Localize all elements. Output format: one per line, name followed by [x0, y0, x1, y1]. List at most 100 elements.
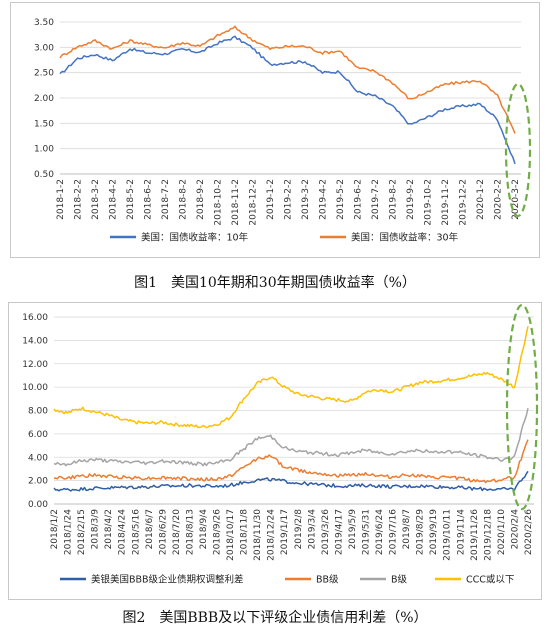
y-tick-label: 2.00 [34, 94, 54, 104]
x-tick-label: 2018/6/7 [145, 509, 155, 549]
x-tick-label: 2020-1-2 [476, 179, 486, 220]
x-tick-label: 2019/12/18 [483, 509, 493, 561]
x-tick-label: 2018/10/17 [226, 509, 236, 561]
x-tick-label: 2019/8/7 [402, 509, 412, 549]
figure-1-caption: 图1 美国10年期和30年期国债收益率（%） [134, 275, 416, 291]
x-tick-label: 2019/1/17 [280, 509, 290, 555]
y-tick-label: 4.00 [28, 453, 48, 463]
x-tick-label: 2018/2/15 [77, 509, 87, 555]
y-tick-label: 8.00 [28, 407, 48, 417]
x-tick-label: 2019-5-2 [336, 179, 346, 220]
x-tick-label: 2019/7/16 [389, 509, 399, 555]
x-tick-label: 2018-8-2 [179, 179, 189, 220]
y-tick-label: 14.00 [22, 336, 48, 346]
legend-label: 美国：国债收益率：10年 [141, 232, 249, 244]
x-tick-label: 2018/5/16 [131, 509, 141, 555]
x-tick-label: 2019/9/19 [429, 509, 439, 555]
series-line [53, 439, 529, 484]
legend-label: CCC或以下 [466, 574, 514, 586]
x-tick-label: 2019/10/11 [443, 509, 453, 561]
x-tick-label: 2019-6-2 [354, 179, 364, 220]
legend-label: 美国：国债收益率：30年 [351, 232, 459, 244]
x-tick-label: 2018-12-2 [249, 179, 259, 226]
y-tick-label: 1.00 [34, 145, 54, 155]
x-tick-label: 2019-12-2 [459, 179, 469, 226]
x-tick-label: 2018/11/8 [240, 509, 250, 555]
x-tick-label: 2020/2/4 [510, 509, 520, 550]
x-tick-label: 2019/2/8 [294, 509, 304, 550]
x-tick-label: 2019/5/31 [361, 509, 371, 555]
y-tick-label: 16.00 [22, 313, 48, 323]
y-tick-label: 2.00 [28, 477, 48, 487]
x-tick-label: 2018-4-2 [109, 179, 119, 220]
credit-spread-chart: 0.00 2.00 4.00 6.00 8.00 10.00 12.00 14.00 16.00… [22, 303, 539, 586]
series-line [59, 25, 516, 134]
x-tick-label: 2018-2-2 [74, 179, 84, 220]
x-tick-label: 2019-9-2 [406, 179, 416, 220]
x-tick-label: 2019/6/24 [375, 509, 385, 555]
x-tick-label: 2019/4/17 [334, 509, 344, 555]
y-tick-label: 12.00 [22, 360, 48, 370]
x-tick-label: 2018/4/24 [118, 509, 128, 555]
figure-2-caption: 图2 美国BBB及以下评级企业债信用利差（%） [122, 610, 428, 626]
series-line [59, 35, 516, 165]
x-tick-label: 2018/11/30 [253, 509, 263, 561]
y-tick-label: 2.50 [34, 69, 54, 79]
legend-label: BB级 [316, 574, 339, 586]
x-tick-label: 2019-11-2 [441, 179, 451, 226]
figure-1-panel: 0.50 1.00 1.50 2.00 2.50 3.00 3.50 2018-1-2 2018… [0, 0, 550, 300]
x-tick-label: 2018/7/20 [172, 509, 182, 555]
x-tick-label: 2018/9/4 [199, 509, 209, 550]
series-line [53, 326, 529, 429]
x-tick-label: 2018-11-2 [231, 179, 241, 226]
x-tick-label: 2019-8-2 [389, 179, 399, 220]
x-tick-label: 2019-1-2 [266, 179, 276, 220]
x-tick-label: 2018/12/24 [267, 509, 277, 561]
treasury-yield-chart: 0.50 1.00 1.50 2.00 2.50 3.00 3.50 2018-1-2 2018… [34, 18, 532, 244]
x-tick-label: 2020/2/26 [524, 509, 534, 555]
series-line [53, 408, 529, 467]
x-tick-label: 2018/8/13 [185, 509, 195, 555]
x-tick-label: 2018/1/24 [64, 509, 74, 555]
y-tick-label: 0.00 [28, 500, 48, 510]
x-tick-label: 2018/1/2 [50, 509, 60, 549]
x-tick-label: 2018-9-2 [196, 179, 206, 220]
x-tick-label: 2019-10-2 [424, 179, 434, 226]
x-tick-label: 2020/1/10 [497, 509, 507, 555]
figure-2-panel: 0.00 2.00 4.00 6.00 8.00 10.00 12.00 14.00 16.00… [0, 300, 550, 631]
x-tick-label: 2019/3/4 [307, 509, 317, 550]
y-tick-label: 3.50 [34, 18, 54, 28]
x-tick-label: 2020-3-2 [511, 179, 521, 220]
y-tick-label: 1.50 [34, 119, 54, 129]
y-tick-label: 6.00 [28, 430, 48, 440]
x-tick-label: 2018-3-2 [91, 179, 101, 220]
x-tick-label: 2019/11/4 [456, 509, 466, 555]
x-tick-label: 2019-4-2 [319, 179, 329, 220]
figure-2-frame [8, 302, 542, 600]
x-tick-label: 2018-1-2 [56, 179, 66, 220]
x-tick-label: 2019-3-2 [301, 179, 311, 220]
y-tick-label: 10.00 [22, 383, 48, 393]
legend-label: B级 [391, 574, 408, 586]
highlight-ellipse [504, 82, 532, 218]
x-tick-label: 2019/3/26 [321, 509, 331, 555]
y-tick-label: 0.50 [34, 170, 54, 180]
x-tick-label: 2019/5/9 [348, 509, 358, 550]
x-tick-label: 2018-5-2 [126, 179, 136, 220]
x-tick-label: 2018/9/26 [213, 509, 223, 555]
x-tick-label: 2019-7-2 [371, 179, 381, 220]
x-tick-label: 2018/3/9 [91, 509, 101, 550]
x-tick-label: 2019-2-2 [284, 179, 294, 220]
x-tick-label: 2018/4/2 [104, 509, 114, 549]
x-tick-label: 2018-7-2 [161, 179, 171, 220]
figure-1-frame [10, 2, 540, 258]
x-tick-label: 2020-2-2 [494, 179, 504, 220]
legend-label: 美银美国BBB级企业债期权调整利差 [91, 574, 244, 586]
highlight-ellipse [505, 303, 539, 511]
y-tick-label: 3.00 [34, 43, 54, 53]
x-tick-label: 2018-10-2 [214, 179, 224, 226]
series-line [53, 470, 529, 492]
x-tick-label: 2019/8/29 [416, 509, 426, 555]
x-tick-label: 2019/11/26 [470, 509, 480, 561]
x-tick-label: 2018-6-2 [144, 179, 154, 220]
